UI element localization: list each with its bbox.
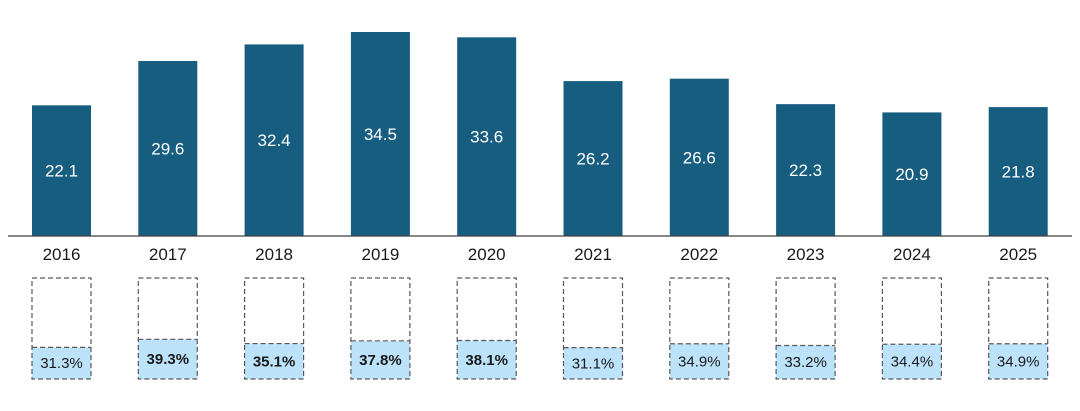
share-fill-2016 (32, 347, 91, 379)
share-value-label-2016: 31.3% (40, 355, 83, 372)
x-tick-label-2018: 2018 (255, 245, 293, 264)
bar-2021 (563, 81, 623, 236)
bar-2023 (776, 104, 836, 236)
share-value-label-2022: 34.9% (678, 353, 721, 370)
bars-group: 22.1 29.6 32.4 34.5 33.6 26.2 26.6 22.3 20.9 21.8 (32, 32, 1048, 237)
bar-value-label-2024: 20.9 (895, 165, 928, 184)
x-tick-label-2024: 2024 (893, 245, 931, 264)
share-fill-2021 (563, 347, 623, 379)
share-fill-2024 (882, 344, 942, 379)
share-value-label-2020: 38.1% (465, 352, 508, 369)
bar-value-label-2020: 33.6 (470, 128, 503, 147)
x-tick-label-2017: 2017 (149, 245, 187, 264)
share-fill-2020 (457, 340, 517, 379)
x-tick-label-2020: 2020 (468, 245, 506, 264)
x-tick-label-2023: 2023 (787, 245, 825, 264)
bar-value-label-2017: 29.6 (151, 139, 184, 158)
x-tick-label-2025: 2025 (999, 245, 1037, 264)
share-boxes: 31.3% 39.3% 35.1% 37.8% 38.1% 31.1% 34.9% 33.2%… (31, 277, 1049, 380)
bar-value-label-2023: 22.3 (789, 161, 822, 180)
bar-2022 (669, 78, 729, 236)
share-value-label-2023: 33.2% (784, 354, 827, 371)
bar-2019 (350, 32, 410, 236)
bar-2016 (32, 105, 91, 236)
share-fill-2022 (669, 343, 729, 379)
share-fill-2019 (350, 340, 410, 379)
share-value-label-2017: 39.3% (147, 351, 190, 368)
bar-value-label-2019: 34.5 (364, 125, 397, 144)
share-value-label-2019: 37.8% (359, 352, 402, 369)
year-labels: 2016 2017 2018 2019 2020 2021 2022 2023 2024 2025 (43, 245, 1038, 264)
bar-value-label-2018: 32.4 (258, 131, 291, 150)
share-fill-2025 (988, 343, 1048, 379)
share-value-label-2018: 35.1% (253, 353, 296, 370)
share-fill-2017 (138, 339, 198, 379)
share-fill-2018 (244, 343, 304, 379)
x-tick-label-2016: 2016 (43, 245, 81, 264)
x-tick-label-2022: 2022 (680, 245, 718, 264)
bar-value-label-2021: 26.2 (576, 150, 609, 169)
bar-2017 (138, 60, 198, 237)
bar-value-label-2025: 21.8 (1002, 163, 1035, 182)
share-value-label-2025: 34.9% (997, 353, 1040, 370)
x-tick-label-2019: 2019 (361, 245, 399, 264)
bar-2020 (457, 37, 517, 236)
bar-2018 (244, 44, 304, 237)
bar-2024 (882, 112, 942, 236)
x-tick-label-2021: 2021 (574, 245, 612, 264)
share-fill-2023 (776, 345, 836, 379)
bar-value-label-2022: 26.6 (683, 148, 716, 167)
share-value-label-2024: 34.4% (891, 354, 934, 371)
share-value-label-2021: 31.1% (572, 355, 615, 372)
bar-2025 (988, 107, 1048, 237)
bar-value-label-2016: 22.1 (45, 162, 78, 181)
